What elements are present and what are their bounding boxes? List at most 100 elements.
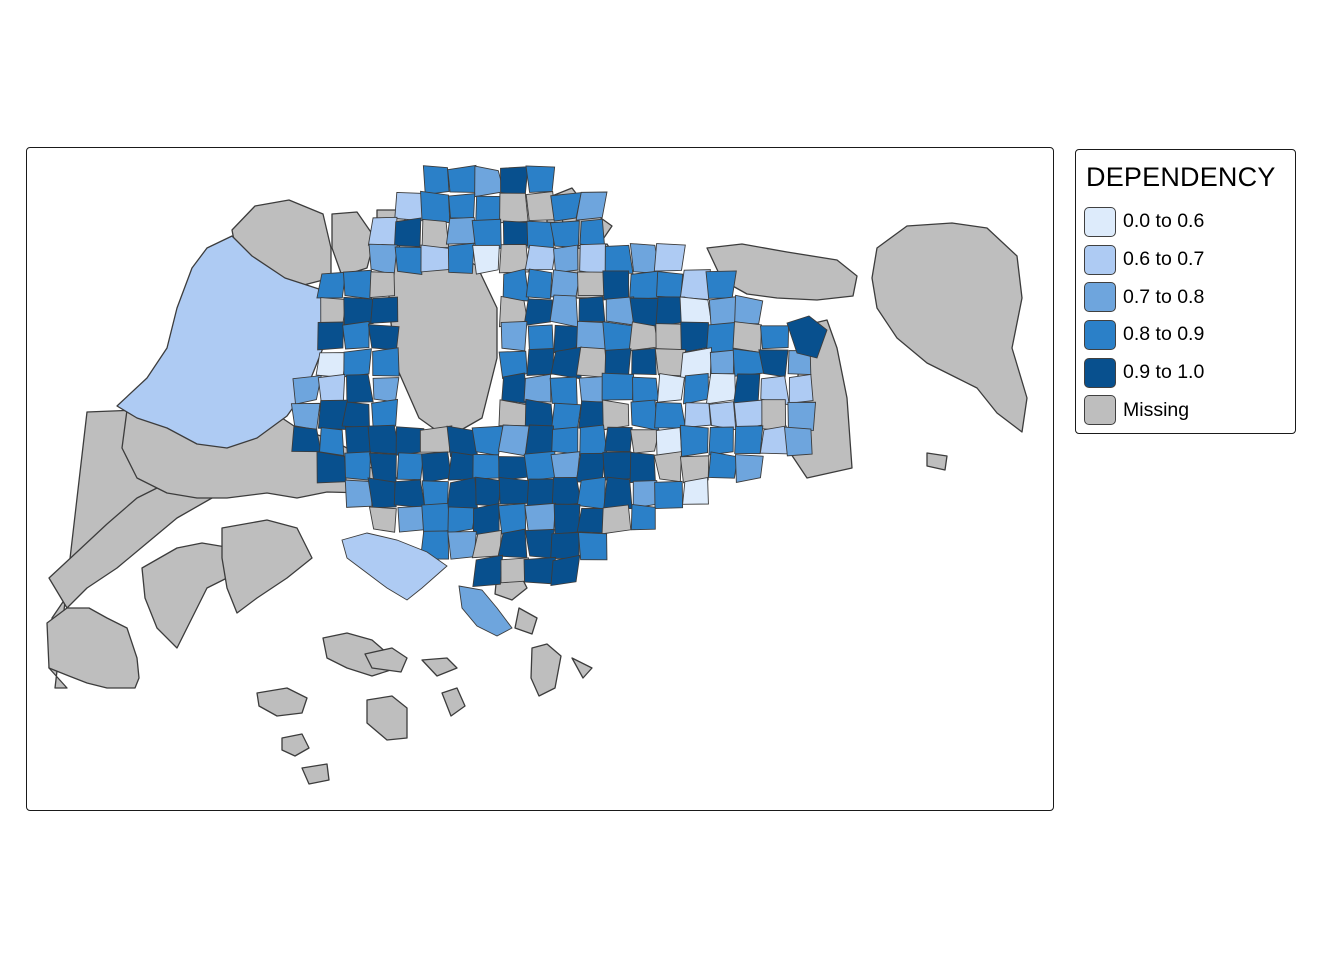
subzone-cell — [344, 479, 373, 508]
subzone-cell — [683, 373, 709, 405]
legend-item-missing: Missing — [1084, 391, 1204, 429]
subzone-cell — [733, 399, 763, 430]
missing-region — [926, 452, 948, 471]
subzone-cell — [393, 479, 426, 509]
missing-region — [571, 657, 593, 679]
missing-region — [141, 542, 233, 649]
missing-region — [46, 607, 140, 689]
subzone-cell — [523, 556, 557, 585]
subzone-cell — [472, 453, 501, 480]
missing-region — [301, 763, 330, 785]
subzone-cell — [629, 270, 659, 301]
subzone-cell — [679, 424, 709, 457]
missing-region — [706, 243, 858, 301]
subzone-cell — [472, 554, 504, 588]
missing-region — [221, 519, 313, 614]
subzone-cell — [549, 376, 578, 406]
subzone-cell — [679, 269, 711, 301]
choropleth-map[interactable] — [27, 148, 1054, 811]
subzone-cell — [734, 294, 764, 325]
subzone-cell — [550, 269, 581, 298]
subzone-cell — [601, 504, 632, 535]
subzone-cell — [605, 296, 635, 326]
missing-region — [366, 695, 408, 741]
subzone-cell — [656, 373, 685, 403]
subzone-cell — [396, 452, 425, 481]
subzone-cell — [447, 531, 477, 560]
subzone-cell — [526, 348, 555, 376]
subzone-cell — [475, 476, 502, 507]
subzone-cell — [734, 454, 764, 483]
legend-label: 0.0 to 0.6 — [1123, 210, 1205, 233]
subzone-cell — [575, 191, 608, 221]
subzone-cell — [708, 401, 737, 431]
subzone-cell — [420, 190, 451, 224]
subzone-cell — [602, 399, 630, 431]
subzone-cell — [602, 321, 634, 352]
subzone-cell — [341, 401, 370, 429]
subzone-cell — [319, 427, 345, 457]
subzone-cell — [367, 477, 397, 509]
subzone-cell — [421, 502, 451, 536]
subzone-cell — [684, 402, 712, 428]
subzone-cell — [577, 531, 608, 561]
missing-region — [530, 643, 562, 697]
subzone-cell — [732, 321, 762, 354]
subzone-cell — [604, 426, 633, 453]
missing-region — [364, 647, 408, 673]
subzone-cell — [344, 451, 371, 481]
legend-item-0-to-06: 0.0 to 0.6 — [1084, 203, 1204, 241]
subzone-cell — [420, 244, 450, 273]
subzone-cell — [603, 476, 633, 510]
subzone-cell — [579, 424, 608, 456]
subzone-cell — [291, 426, 322, 453]
subzone-cell — [654, 480, 684, 510]
subzone-cell — [367, 424, 401, 455]
subzone-cell — [369, 271, 396, 299]
legend-label: 0.7 to 0.8 — [1123, 285, 1205, 308]
subzone-cell — [317, 373, 346, 404]
subzone-cell — [394, 191, 426, 222]
legend-swatch — [1084, 319, 1116, 350]
missing-region — [388, 247, 498, 439]
subzone-cell — [472, 244, 500, 275]
subzone-cell — [315, 352, 347, 379]
subzone-cell — [317, 321, 344, 351]
subzone-cell — [525, 268, 553, 300]
subzone-cell — [758, 349, 789, 378]
missing-region — [331, 211, 376, 277]
subzone-cell — [784, 426, 813, 457]
missing-region — [871, 222, 1028, 433]
subzone-cell — [447, 164, 477, 193]
subzone-cell — [734, 425, 764, 455]
subzone-cell — [524, 244, 557, 271]
subzone-cell — [499, 192, 529, 224]
subzone-cell — [421, 451, 452, 484]
legend-label: 0.8 to 0.9 — [1123, 323, 1205, 346]
map-panel — [26, 147, 1054, 811]
subzone-cell — [680, 321, 711, 354]
planning-subzones — [290, 164, 828, 637]
subzone-cell — [474, 165, 505, 198]
legend-label: Missing — [1123, 398, 1190, 421]
subzone-cell — [498, 456, 529, 482]
legend-label: 0.6 to 0.7 — [1123, 248, 1205, 271]
subzone-cell — [705, 372, 737, 405]
subzone-cell — [602, 451, 633, 481]
subzone-cell — [601, 372, 635, 401]
subzone-cell — [472, 503, 500, 535]
subzone-cell — [549, 294, 579, 328]
legend-swatch — [1084, 206, 1116, 237]
subzone-cell — [525, 165, 556, 193]
subzone-cell — [578, 296, 606, 323]
subzone-cell — [679, 296, 713, 327]
legend-items: 0.0 to 0.6 0.6 to 0.7 0.7 to 0.8 0.8 to … — [1084, 203, 1204, 429]
subzone-cell — [368, 506, 397, 533]
subzone-cell — [316, 451, 347, 484]
subzone-cell — [579, 243, 607, 276]
subzone-cell — [708, 296, 738, 326]
legend-item-09-to-10: 0.9 to 1.0 — [1084, 354, 1204, 392]
subzone-cell — [553, 503, 581, 535]
subzone-cell — [498, 243, 529, 274]
subzone-cell — [367, 324, 400, 351]
